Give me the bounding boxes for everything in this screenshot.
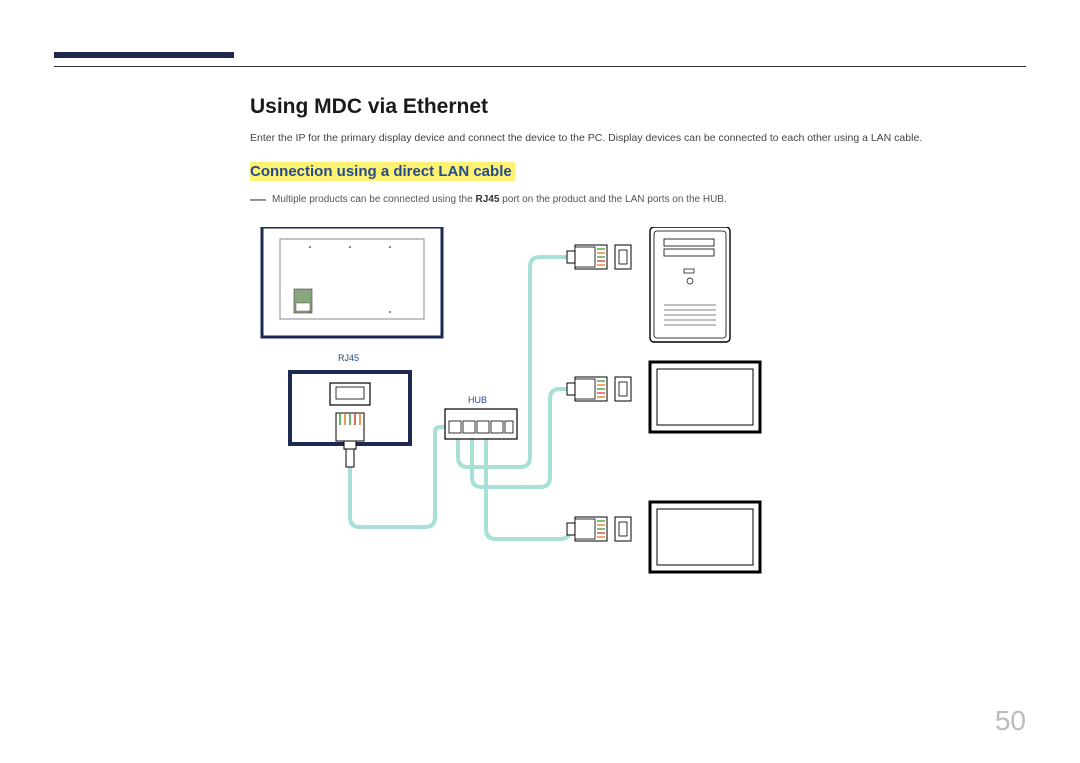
display-3 — [650, 502, 760, 572]
display-back-panel — [262, 227, 442, 337]
label-rj45: RJ45 — [338, 353, 359, 363]
display-2 — [650, 362, 760, 432]
subheading-row: Connection using a direct LAN cable — [250, 163, 1026, 181]
note-suffix: port on the product and the LAN ports on… — [499, 194, 726, 205]
note-prefix: Multiple products can be connected using… — [272, 194, 475, 205]
rj45-plug-pc — [567, 245, 631, 269]
rj45-plug-d3 — [567, 517, 631, 541]
page-content: Using MDC via Ethernet Enter the IP for … — [250, 95, 1026, 627]
page-number: 50 — [995, 705, 1026, 737]
note-text: ― Multiple products can be connected usin… — [250, 191, 1026, 209]
label-hub: HUB — [468, 395, 487, 405]
diagram-svg — [250, 227, 790, 627]
rj45-plug-d2 — [567, 377, 631, 401]
intro-text: Enter the IP for the primary display dev… — [250, 131, 1026, 147]
note-bold: RJ45 — [475, 194, 499, 205]
hub-device — [445, 409, 517, 439]
heading-main: Using MDC via Ethernet — [250, 95, 1026, 119]
header-accent-bar — [54, 52, 234, 58]
top-rule — [54, 66, 1026, 67]
note-dash: ― — [250, 191, 266, 208]
connection-diagram: RJ45 HUB — [250, 227, 790, 627]
pc-tower — [650, 227, 730, 342]
heading-sub: Connection using a direct LAN cable — [250, 163, 512, 180]
rj45-zoom — [290, 372, 410, 467]
